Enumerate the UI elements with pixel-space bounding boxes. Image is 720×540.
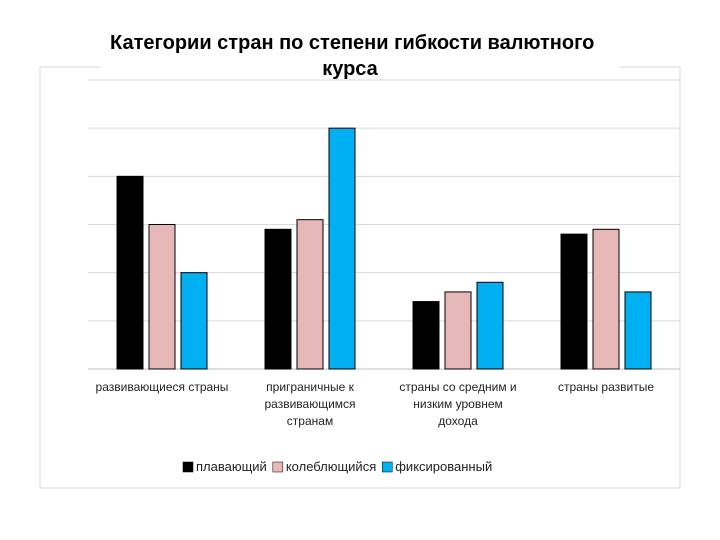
bar — [328, 127, 356, 370]
legend-item: фиксированный — [381, 459, 492, 474]
category-label: страны со средним и низким уровнем дохода — [399, 380, 516, 428]
legend-swatch — [381, 461, 393, 473]
chart-title: Категории стран по степени гибкости валю… — [110, 32, 600, 80]
legend-label: колеблющийся — [286, 459, 376, 474]
category-label-line: развивающиеся страны — [96, 380, 229, 394]
category-label-line: странам — [287, 414, 333, 428]
title-background — [100, 28, 620, 78]
bar — [296, 219, 324, 370]
category-label-line: дохода — [438, 414, 478, 428]
bar — [560, 233, 588, 370]
category-label: приграничные к развивающимся странам — [264, 380, 355, 428]
bar — [592, 228, 620, 370]
bar — [148, 224, 176, 370]
category-labels: развивающиеся страны приграничные к развив… — [96, 380, 655, 428]
chart-title-line: Категории стран по степени гибкости валю… — [110, 32, 594, 54]
bar — [180, 272, 208, 370]
category-label-line: страны развитые — [558, 380, 654, 394]
category-label-line: низким уровнем — [413, 397, 503, 411]
bar — [116, 175, 144, 370]
category-label-line: приграничные к — [266, 380, 354, 394]
legend-swatch — [272, 461, 284, 473]
category-label: развивающиеся страны — [96, 380, 229, 394]
bar — [624, 291, 652, 370]
legend-item: колеблющийся — [272, 459, 376, 474]
category-label: страны развитые — [558, 380, 654, 394]
bar — [412, 301, 440, 370]
bar — [444, 291, 472, 370]
bar — [264, 228, 292, 370]
legend-label: фиксированный — [395, 459, 492, 474]
legend-swatch — [182, 461, 194, 473]
chart-title-line: курса — [322, 58, 378, 80]
category-label-line: страны со средним и — [399, 380, 516, 394]
bars — [116, 127, 652, 370]
legend-label: плавающий — [196, 459, 267, 474]
legend: плавающий колеблющийся фиксированный — [182, 459, 492, 474]
bar — [476, 281, 504, 370]
legend-item: плавающий — [182, 459, 267, 474]
category-label-line: развивающимся — [264, 397, 355, 411]
